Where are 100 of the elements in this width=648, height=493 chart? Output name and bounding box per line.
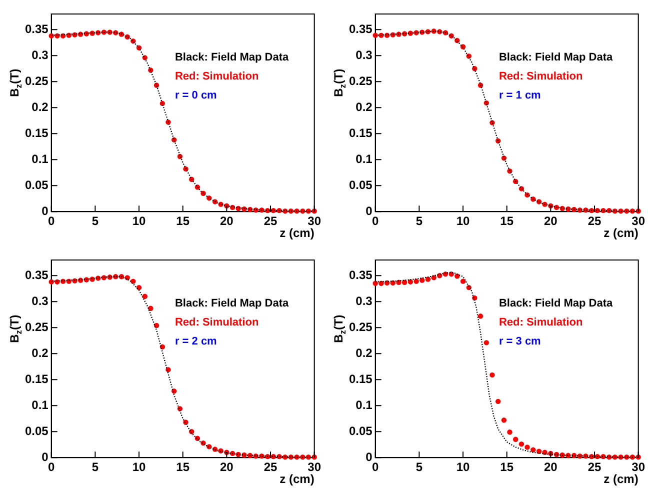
x-tick-label: 30 bbox=[308, 214, 322, 228]
y-tick-label: 0.25 bbox=[348, 74, 373, 88]
y-tick-label: 0.05 bbox=[24, 178, 49, 192]
text: Black: Field Map Data bbox=[498, 298, 614, 310]
y-axis-title: Bz(T) bbox=[8, 314, 24, 343]
point bbox=[72, 278, 78, 284]
x-tick-label: 10 bbox=[456, 460, 470, 474]
x-tick-label: 10 bbox=[132, 460, 146, 474]
y-tick-label: 0.05 bbox=[24, 424, 49, 438]
point bbox=[183, 420, 188, 425]
y-tick-label: 0 bbox=[42, 450, 49, 464]
series-label: Red: Simulation bbox=[174, 70, 259, 83]
x-axis-title: z (cm) bbox=[604, 472, 638, 486]
x-axis-title: z (cm) bbox=[604, 226, 638, 240]
point bbox=[194, 436, 200, 441]
point bbox=[48, 279, 54, 284]
y-tick-label: 0 bbox=[366, 204, 373, 218]
x-tick-label: 30 bbox=[632, 460, 646, 474]
y-tick-label: 0.2 bbox=[32, 346, 49, 360]
point bbox=[524, 444, 530, 450]
x-tick-label: 30 bbox=[308, 460, 322, 474]
point bbox=[484, 340, 490, 346]
x-tick-label: 20 bbox=[544, 214, 558, 228]
y-tick-label: 0.15 bbox=[348, 372, 373, 386]
point bbox=[518, 441, 524, 447]
y-tick-label: 0.35 bbox=[24, 22, 49, 36]
text: Black: Field Map Data bbox=[498, 52, 614, 64]
series-label: Red: Simulation bbox=[174, 316, 259, 329]
y-tick-label: 0.35 bbox=[348, 268, 373, 282]
x-tick-label: 15 bbox=[500, 460, 514, 474]
point bbox=[530, 447, 536, 452]
x-axis-title: z (cm) bbox=[280, 226, 314, 240]
y-tick-label: 0.1 bbox=[356, 152, 373, 166]
y-tick-label: 0.1 bbox=[32, 152, 49, 166]
text: Black: Field Map Data bbox=[174, 298, 290, 310]
series-label: Red: Simulation bbox=[498, 70, 583, 83]
point bbox=[513, 436, 518, 442]
point bbox=[490, 372, 495, 378]
x-tick-label: 5 bbox=[416, 214, 423, 228]
x-tick-label: 15 bbox=[500, 214, 514, 228]
series-label: Red: Simulation bbox=[498, 316, 583, 329]
x-tick-label: 15 bbox=[176, 460, 190, 474]
y-tick-label: 0.15 bbox=[348, 126, 373, 140]
annotation: r = 1 cm bbox=[498, 90, 542, 102]
y-tick-label: 0.1 bbox=[32, 398, 49, 412]
y-tick-label: 0.2 bbox=[32, 100, 49, 114]
point bbox=[48, 33, 54, 38]
point bbox=[478, 314, 484, 319]
point bbox=[419, 278, 425, 283]
point bbox=[402, 280, 408, 285]
y-tick-label: 0.15 bbox=[24, 126, 49, 140]
x-tick-label: 5 bbox=[92, 460, 99, 474]
x-tick-label: 25 bbox=[264, 460, 278, 474]
annotation: r = 3 cm bbox=[498, 336, 542, 348]
point bbox=[142, 294, 148, 299]
point bbox=[501, 418, 507, 423]
y-tick-label: 0.35 bbox=[348, 22, 373, 36]
y-axis-title: Bz(T) bbox=[332, 314, 348, 343]
point bbox=[148, 306, 154, 311]
x-tick-label: 10 bbox=[132, 214, 146, 228]
point bbox=[495, 398, 501, 404]
x-tick-label: 20 bbox=[544, 460, 558, 474]
y-tick-label: 0.15 bbox=[24, 372, 49, 386]
point bbox=[414, 278, 419, 284]
point bbox=[372, 32, 378, 38]
y-tick-label: 0.2 bbox=[356, 100, 373, 114]
y-axis-title: Bz(T) bbox=[8, 68, 24, 97]
x-tick-label: 15 bbox=[176, 214, 190, 228]
x-tick-label: 25 bbox=[264, 214, 278, 228]
point bbox=[378, 280, 384, 286]
text: Black: Field Map Data bbox=[174, 52, 290, 64]
y-tick-label: 0.35 bbox=[24, 268, 49, 282]
annotation: r = 0 cm bbox=[174, 90, 218, 102]
y-tick-label: 0.25 bbox=[24, 320, 49, 334]
y-tick-label: 0.25 bbox=[348, 320, 373, 334]
y-tick-label: 0 bbox=[366, 450, 373, 464]
x-tick-label: 20 bbox=[220, 460, 234, 474]
y-tick-label: 0.3 bbox=[32, 294, 49, 308]
x-tick-label: 5 bbox=[92, 214, 99, 228]
y-tick-label: 0.3 bbox=[356, 294, 373, 308]
point bbox=[460, 278, 466, 284]
x-tick-label: 25 bbox=[588, 460, 602, 474]
annotation: r = 2 cm bbox=[174, 336, 218, 348]
x-tick-label: 5 bbox=[416, 460, 423, 474]
y-tick-label: 0.3 bbox=[356, 48, 373, 62]
y-tick-label: 0.1 bbox=[356, 398, 373, 412]
point bbox=[72, 32, 78, 38]
y-tick-label: 0 bbox=[42, 204, 49, 218]
point bbox=[425, 276, 431, 282]
point bbox=[408, 279, 414, 284]
y-tick-label: 0.25 bbox=[24, 74, 49, 88]
x-tick-label: 10 bbox=[456, 214, 470, 228]
y-axis-title: Bz(T) bbox=[332, 68, 348, 97]
y-tick-label: 0.3 bbox=[32, 48, 49, 62]
x-tick-label: 25 bbox=[588, 214, 602, 228]
point bbox=[431, 275, 436, 280]
x-tick-label: 30 bbox=[632, 214, 646, 228]
x-axis-title: z (cm) bbox=[280, 472, 314, 486]
y-tick-label: 0.2 bbox=[356, 346, 373, 360]
y-tick-label: 0.05 bbox=[348, 424, 373, 438]
